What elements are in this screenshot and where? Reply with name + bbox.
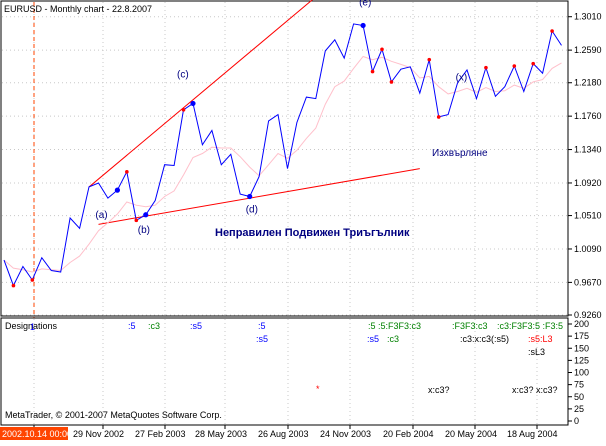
time-tick-label: 29 Nov 2002 [73,429,124,439]
price-panel[interactable] [0,0,569,317]
designations-tick-label: 175 [574,331,589,341]
designations-tick-label: 200 [574,319,589,329]
swing-dot [380,47,384,52]
moving-average-line [3,55,562,273]
designation-label: * [316,384,320,394]
price-tick-label: 0.9670 [574,277,602,287]
chart-title: EURUSD - Monthly chart - 22.8.2007 [4,4,152,14]
wave-label: (e) [359,0,371,8]
designations-labels: 1 :5 :c3 :s5 :5 :s5 :5 :5:F3F3:c3 :s5 :c3 :F3F3:c… [30,321,563,395]
price-tick-label: 1.3010 [574,12,602,22]
designation-label: :5 :5:F3F3:c3 [368,321,421,331]
price-tick-label: 1.2180 [574,78,602,88]
trend-line [98,168,420,225]
wave-point [360,22,366,29]
swing-dot [134,218,139,223]
swing-dot [125,170,129,174]
swing-dot [436,115,441,119]
designation-label: :s5 [190,321,202,331]
designations-tick-label: 25 [574,404,584,414]
designations-panel[interactable] [0,317,569,426]
trend-lines [88,0,420,225]
price-tick-label: 1.1340 [574,145,602,155]
time-tick-label: 20 May 2004 [445,429,497,439]
designations-tick-label: 150 [574,343,589,353]
time-tick-label: 24 Nov 2003 [320,429,371,439]
designation-label: :c3 [148,321,160,331]
price-axis: 1.3010 1.2590 1.2180 1.1760 1.1340 1.0920 1.05… [568,12,602,320]
designations-axis: 200 175 150 125 100 75 50 25 0 [568,319,589,426]
time-tick-label: 18 Aug 2004 [507,429,558,439]
swing-dot [427,57,432,62]
time-tick-label: 28 May 2003 [195,429,247,439]
price-tick-label: 1.0920 [574,178,602,188]
designation-label: :sL3 [528,347,545,357]
time-tick-label: 20 Feb 2004 [383,429,434,439]
wave-label: (d) [246,204,258,215]
time-axis: 2002.10.14 00:00 29 Nov 2002 27 Feb 2003 28… [0,425,558,440]
designation-label: :5 [128,321,136,331]
designations-tick-label: 50 [574,392,584,402]
swing-dot [389,80,394,84]
ejection-label: Изхвърляне [432,148,488,159]
designation-label: :F3F3:c3 [452,321,488,331]
price-tick-label: 1.2590 [574,45,602,55]
wave-label: (c) [177,69,189,80]
designation-label: :s5 [256,334,268,344]
wave-point [143,212,149,218]
cursor-time-badge [0,427,68,440]
wave-labels: (a) (b) (c) (d) (e) (x) [95,0,467,236]
designations-tick-label: 100 [574,368,589,378]
trend-line [88,0,313,188]
wave-points [114,22,366,218]
price-tick-label: 1.0510 [574,211,602,221]
wave-point [114,187,120,193]
time-tick-label: 27 Feb 2003 [135,429,186,439]
designation-label: x:c3? x:c3? [512,385,558,395]
designation-label: :s5 [367,334,379,344]
swing-dot [11,283,16,288]
swing-dot [531,61,535,66]
designation-label: :c3:x:c3(:s5) [460,334,509,344]
swing-dot [30,278,35,282]
wave-point [247,193,253,200]
wave-label: (x) [456,73,468,84]
cursor-time-label: 2002.10.14 00:00 [2,429,72,439]
swing-dot [550,29,554,33]
designation-label: x:c3? [428,385,450,395]
swing-dots [11,29,554,288]
price-tick-label: 1.1760 [574,111,602,121]
designation-label: :c3:F3F3:5 :F3:5 [497,321,563,331]
designations-tick-label: 125 [574,355,589,365]
wave-label: (a) [95,210,107,221]
wave-label: (b) [138,225,150,236]
designations-grid [33,319,538,424]
price-tick-label: 1.0090 [574,244,602,254]
designations-tick-label: 75 [574,380,584,390]
designation-label: :c3 [387,334,399,344]
swing-dot [484,65,488,70]
designation-label: :5 [258,321,266,331]
designations-tick-label: 0 [574,416,579,426]
swing-dot [181,107,186,112]
swing-dot [512,64,517,68]
time-tick-label: 26 Aug 2003 [258,429,309,439]
designations-title: Designations [5,321,58,331]
wave-point [190,100,196,107]
pattern-name-label: Неправилен Подвижен Триъгълник [215,227,410,239]
price-line [3,23,562,287]
designation-label: :s5:L3 [528,334,553,344]
designation-label: 1 [30,322,35,332]
copyright-text: MetaTrader, © 2001-2007 MetaQuotes Softw… [5,410,222,420]
swing-dot [370,69,375,74]
price-tick-label: 0.9260 [574,310,602,320]
